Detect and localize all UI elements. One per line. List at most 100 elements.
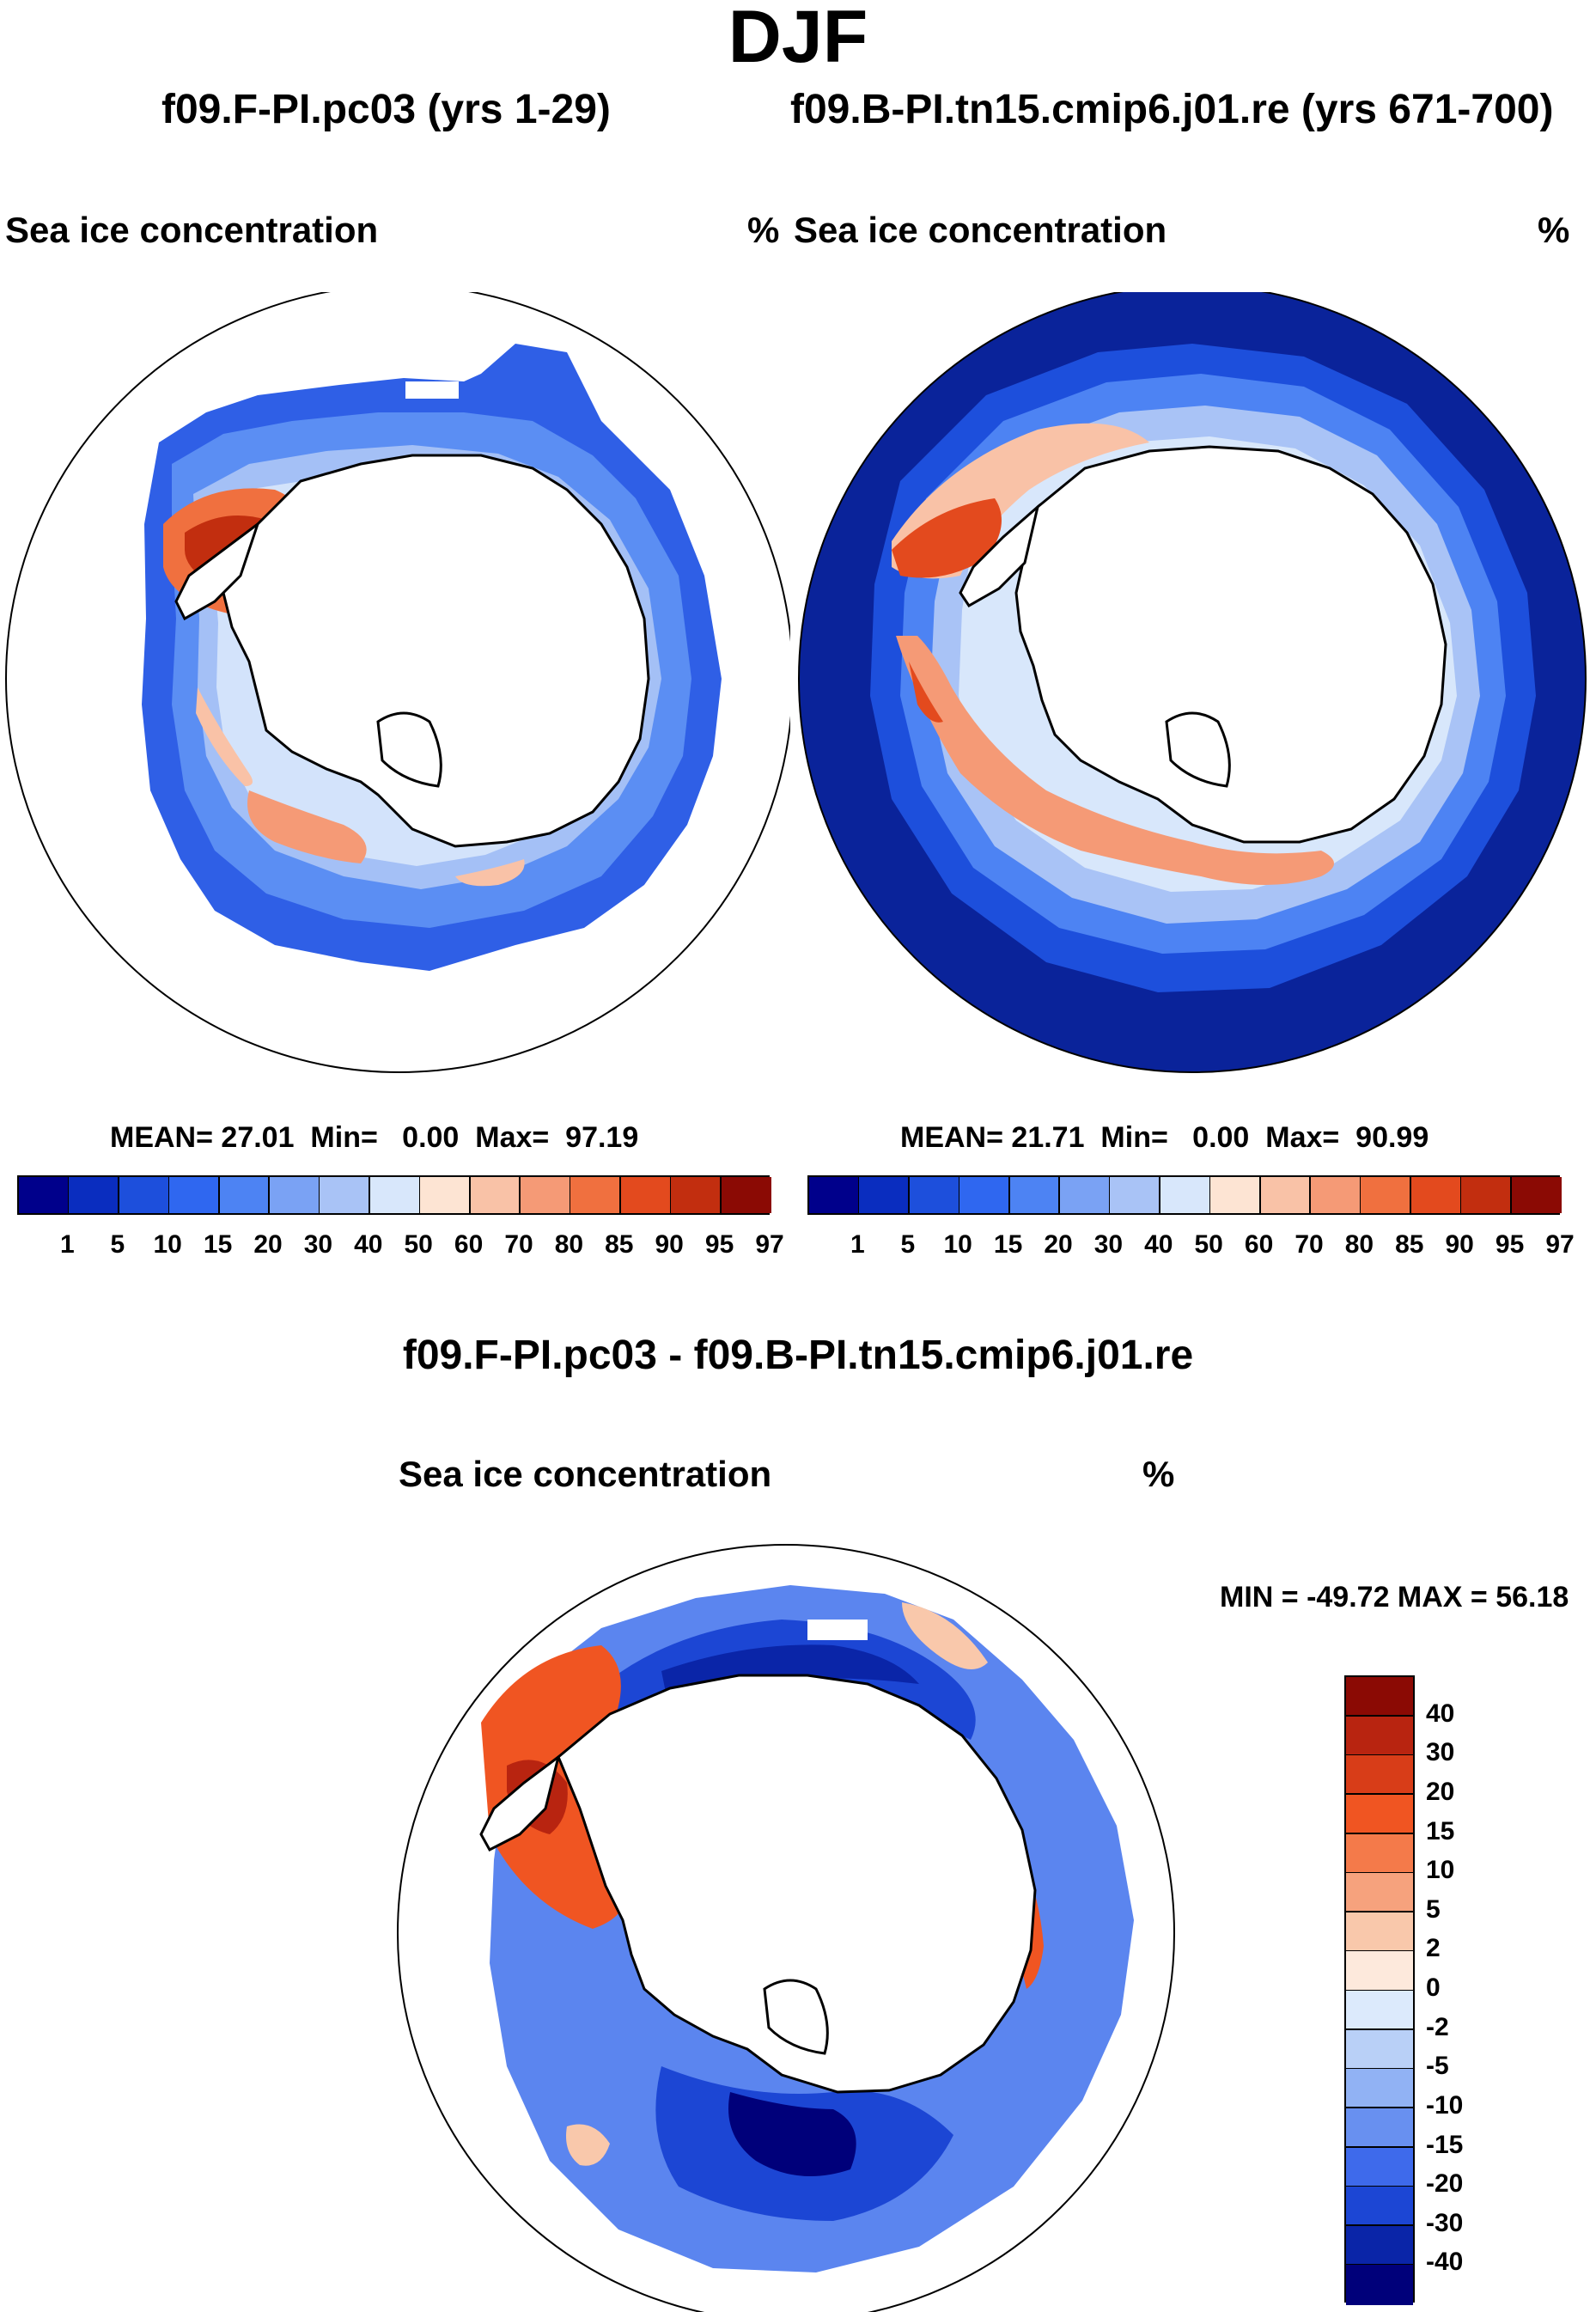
- left-colorbar-tick-label: 95: [704, 1230, 734, 1259]
- left-colorbar-swatch: [671, 1177, 722, 1213]
- right-mean-label: MEAN=: [900, 1121, 1003, 1154]
- right-colorbar-swatch: [1160, 1177, 1211, 1213]
- left-colorbar-swatch: [521, 1177, 571, 1213]
- diff-colorbar-tick-label: 5: [1426, 1894, 1441, 1924]
- diff-colorbar-tick-label: 20: [1426, 1777, 1455, 1806]
- left-colorbar-tick-label: 70: [504, 1230, 533, 1259]
- left-colorbar-swatch: [420, 1177, 472, 1213]
- right-polar-map: [798, 292, 1587, 1073]
- diff-colorbar-swatch: [1346, 2108, 1413, 2148]
- right-colorbar-tick-label: 97: [1545, 1230, 1575, 1259]
- right-map-boundary: [798, 292, 1587, 1073]
- diff-colorbar-tick-label: 0: [1426, 1973, 1441, 2002]
- left-colorbar-tick-label: 15: [203, 1230, 233, 1259]
- diff-colorbar-swatch: [1346, 2147, 1413, 2187]
- right-colorbar-swatch: [1311, 1177, 1361, 1213]
- diff-colorbar-tick-label: -15: [1426, 2130, 1464, 2159]
- diff-colorbar-swatch: [1346, 2069, 1413, 2109]
- right-colorbar-swatch: [1110, 1177, 1161, 1213]
- diff-ross-shelf: [763, 1979, 829, 2055]
- right-colorbar-tick-label: 50: [1194, 1230, 1223, 1259]
- right-max-label: Max=: [1265, 1121, 1340, 1154]
- left-stats: MEAN= 27.01 Min= 0.00 Max= 97.19: [110, 1121, 638, 1155]
- diff-colorbar-swatch: [1346, 1677, 1413, 1717]
- left-east-band: [455, 859, 525, 887]
- diff-polar-map: [397, 1544, 1175, 2312]
- left-ross-shelf: [376, 711, 442, 788]
- left-colorbar-tick-label: 5: [110, 1230, 125, 1259]
- left-colorbar-swatch: [721, 1177, 772, 1213]
- diff-neg-south-core: [728, 2092, 856, 2176]
- right-colorbar-tick-label: 70: [1294, 1230, 1324, 1259]
- right-stats: MEAN= 21.71 Min= 0.00 Max= 90.99: [900, 1121, 1428, 1155]
- diff-data-gap: [807, 1620, 868, 1640]
- left-max-value: 97.19: [565, 1121, 639, 1154]
- left-min-label: Min=: [310, 1121, 378, 1154]
- right-colorbar-swatch: [859, 1177, 911, 1213]
- right-min-label: Min=: [1100, 1121, 1168, 1154]
- diff-colorbar-swatch: [1346, 1716, 1413, 1756]
- right-mean-value: 21.71: [1011, 1121, 1085, 1154]
- right-colorbar-tick-label: 15: [993, 1230, 1023, 1259]
- right-ross-shelf: [1165, 711, 1231, 788]
- right-colorbar-tick-label: 85: [1395, 1230, 1424, 1259]
- right-colorbar-swatch: [959, 1177, 1011, 1213]
- diff-antarctica: [557, 1674, 1037, 2094]
- right-panel-title: f09.B-PI.tn15.cmip6.j01.re (yrs 671-700): [790, 87, 1554, 132]
- left-colorbar-tick-label: 97: [755, 1230, 784, 1259]
- right-colorbar-tick-label: 10: [943, 1230, 972, 1259]
- left-colorbar-swatch: [119, 1177, 170, 1213]
- left-colorbar-swatch: [570, 1177, 622, 1213]
- left-colorbar-swatch: [19, 1177, 70, 1213]
- diff-pos-southwest: [566, 2124, 610, 2166]
- diff-colorbar-swatch: [1346, 2265, 1413, 2305]
- right-colorbar-tick-label: 80: [1344, 1230, 1374, 1259]
- right-peninsula: [959, 503, 1040, 607]
- left-polar-map: [5, 292, 790, 1073]
- diff-map-boundary: [397, 1544, 1175, 2312]
- right-colorbar-tick-label: 5: [900, 1230, 916, 1259]
- left-variable-label: Sea ice concentration: [5, 210, 379, 250]
- left-colorbar-swatch: [620, 1177, 672, 1213]
- diff-variable-label: Sea ice concentration: [399, 1454, 772, 1494]
- left-colorbar-tick-label: 10: [153, 1230, 182, 1259]
- right-colorbar-ticks: 1 5 10 15 20 30 40 50 60 70 80 85 90 95 97: [807, 1230, 1575, 1265]
- right-colorbar-swatch: [1361, 1177, 1412, 1213]
- left-mean-label: MEAN=: [110, 1121, 213, 1154]
- diff-colorbar-tick-label: 2: [1426, 1934, 1441, 1963]
- left-colorbar-tick-label: 90: [655, 1230, 684, 1259]
- right-colorbar-swatch: [1060, 1177, 1111, 1213]
- left-colorbar-swatch: [470, 1177, 521, 1213]
- left-amundsen-band: [196, 687, 253, 786]
- left-colorbar: [17, 1175, 772, 1215]
- diff-colorbar-swatch: [1346, 1755, 1413, 1796]
- diff-colorbar-tick-label: -30: [1426, 2208, 1464, 2237]
- diff-colorbar-tick-label: 15: [1426, 1816, 1455, 1845]
- diff-colorbar-swatch: [1346, 2187, 1413, 2227]
- diff-colorbar-tick-label: 30: [1426, 1738, 1455, 1767]
- right-colorbar-swatch: [1410, 1177, 1462, 1213]
- right-colorbar-swatch: [1009, 1177, 1061, 1213]
- right-colorbar-tick-label: 90: [1445, 1230, 1474, 1259]
- left-colorbar-tick-label: 1: [60, 1230, 75, 1259]
- diff-colorbar-tick-label: 40: [1426, 1699, 1455, 1728]
- left-colorbar-tick-label: 85: [605, 1230, 634, 1259]
- diff-colorbar-swatch: [1346, 1833, 1413, 1874]
- diff-colorbar-swatch: [1346, 1991, 1413, 2031]
- diff-colorbar-swatch: [1346, 1873, 1413, 1913]
- diff-colorbar-swatch: [1346, 2029, 1413, 2070]
- right-colorbar: [807, 1175, 1562, 1215]
- right-west-peak: [909, 662, 943, 723]
- left-ross-high: [247, 790, 367, 863]
- right-colorbar-tick-label: 30: [1093, 1230, 1124, 1259]
- right-colorbar-tick-label: 40: [1144, 1230, 1173, 1259]
- diff-colorbar-tick-label: -20: [1426, 2169, 1464, 2199]
- left-units-label: %: [747, 210, 780, 250]
- left-data-gap: [405, 381, 459, 399]
- left-colorbar-swatch: [270, 1177, 320, 1213]
- right-west-band: [896, 636, 1334, 885]
- right-min-value: 0.00: [1192, 1121, 1250, 1154]
- diff-colorbar-tick-label: -5: [1426, 2052, 1449, 2081]
- left-colorbar-swatch: [69, 1177, 120, 1213]
- right-max-value: 90.99: [1355, 1121, 1429, 1154]
